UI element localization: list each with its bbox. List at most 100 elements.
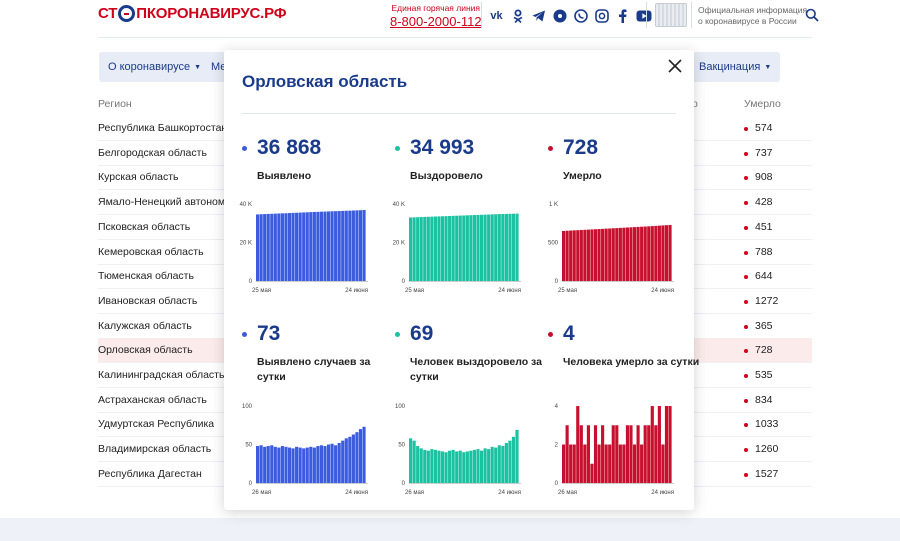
deaths-dot-icon xyxy=(744,127,748,131)
nav-about-dropdown[interactable]: О коронавирусе ▼ xyxy=(99,52,211,82)
chart-bar xyxy=(312,211,316,281)
chart-bar xyxy=(479,214,484,281)
chart-bar xyxy=(423,216,427,281)
chart-bar xyxy=(266,446,270,483)
stat-value: 4 xyxy=(563,322,575,345)
deaths-value: 1260 xyxy=(755,443,779,456)
nav-vaccination-dropdown[interactable]: Вакцинация ▼ xyxy=(690,52,781,82)
deaths-value: 834 xyxy=(755,393,773,406)
chart-bar xyxy=(490,446,494,483)
bar-chart: 40 K 20 K 0 25 мая 24 июня xyxy=(240,202,368,294)
chart-bar xyxy=(636,425,640,483)
chart-bar xyxy=(330,211,334,281)
chart-bar xyxy=(476,214,480,281)
chart-bar xyxy=(569,444,573,483)
ok-icon[interactable] xyxy=(509,7,526,24)
chart-bar xyxy=(640,444,644,483)
y-tick-label: 40 K xyxy=(393,202,405,208)
deaths-dot-icon xyxy=(744,349,748,354)
chart-bar xyxy=(277,447,281,483)
y-tick-label: 4 xyxy=(555,404,559,410)
stat-label: Выздоровело xyxy=(410,170,483,182)
chart-bar xyxy=(344,210,348,281)
chart-bar xyxy=(358,210,363,281)
y-tick-label: 0 xyxy=(402,481,406,487)
region-name: Астраханская область xyxy=(98,393,207,406)
chart-bar xyxy=(593,229,598,281)
chart-bar xyxy=(650,406,654,483)
chart-bar xyxy=(412,217,416,281)
viber-alt-icon[interactable] xyxy=(551,7,568,24)
chart-bar xyxy=(437,216,441,281)
site-logo[interactable]: СТ ПКОРОНАВИРУС.РФ xyxy=(98,5,287,22)
chart-bar xyxy=(362,426,366,483)
column-header-region[interactable]: Регион xyxy=(98,98,132,110)
chart-bar xyxy=(291,448,295,483)
chart-bar xyxy=(316,211,320,281)
chart-bar xyxy=(448,450,452,483)
x-tick-label: 26 мая xyxy=(405,490,424,496)
chart-bar xyxy=(483,448,487,483)
deaths-dot-icon xyxy=(744,176,748,181)
column-header-deaths[interactable]: Умерло xyxy=(744,98,781,110)
nav-measures-label: Ме xyxy=(211,61,227,73)
chart-bar xyxy=(409,217,413,281)
region-name: Курская область xyxy=(98,171,179,184)
chart-bar xyxy=(419,448,423,483)
logo-text-start: СТ xyxy=(98,5,118,22)
hotline-phone[interactable]: 8-800-2000-112 xyxy=(390,14,482,29)
deaths-dot-icon xyxy=(744,448,748,453)
chart-bar xyxy=(419,217,423,281)
chart-bar xyxy=(657,406,661,483)
chart-bar xyxy=(277,213,281,281)
deaths-value: 574 xyxy=(755,122,773,134)
viber-icon[interactable] xyxy=(572,7,589,24)
chart-bar xyxy=(504,213,508,281)
chart-bar xyxy=(565,425,569,483)
chart-bar xyxy=(476,449,480,483)
chart-bar xyxy=(416,217,420,281)
x-tick-label: 24 июня xyxy=(651,490,674,496)
header-divider xyxy=(691,2,692,28)
chart-bar xyxy=(565,230,569,281)
youtube-icon[interactable] xyxy=(635,7,652,24)
chart-bar xyxy=(326,444,331,483)
stat-label: Выявлено случаев за сутки xyxy=(257,356,371,383)
stop-sign-icon xyxy=(118,5,136,22)
telegram-icon[interactable] xyxy=(530,7,547,24)
chart-bar xyxy=(487,449,491,483)
region-name: Кемеровская область xyxy=(98,245,204,258)
stat-value: 728 xyxy=(563,136,599,159)
chart-bar xyxy=(309,212,313,281)
stat-label: Человек выздоровело за сутки xyxy=(410,356,542,383)
chart-bar xyxy=(455,451,459,483)
stat-value: 36 868 xyxy=(257,136,322,159)
chart-bar xyxy=(501,446,505,483)
chart-bar xyxy=(501,214,505,281)
chart-bar xyxy=(604,228,608,281)
y-tick-label: 0 xyxy=(555,279,559,285)
chart-bar xyxy=(455,215,459,281)
chart-bar xyxy=(650,226,654,281)
chart-bar xyxy=(344,438,348,483)
chart-bar xyxy=(572,444,576,483)
chart-bar xyxy=(433,449,437,483)
facebook-icon[interactable] xyxy=(614,7,631,24)
search-icon[interactable] xyxy=(805,8,819,22)
region-detail-modal: Орловская область 36 868 Выявлено 40 K 20 K… xyxy=(224,50,699,510)
chart-bar xyxy=(511,436,516,483)
chart-bar xyxy=(569,230,573,281)
x-tick-label: 25 мая xyxy=(558,288,577,294)
instagram-icon[interactable] xyxy=(593,7,610,24)
region-name: Владимирская область xyxy=(98,443,212,456)
chart-bar xyxy=(632,444,637,483)
stat-value: 69 xyxy=(410,322,434,345)
site-header: СТ ПКОРОНАВИРУС.РФ Единая горячая линия … xyxy=(0,0,900,34)
deaths-value: 365 xyxy=(755,319,773,332)
chart-bar xyxy=(358,429,363,483)
chart-bar xyxy=(334,211,338,281)
vk-icon[interactable]: vk xyxy=(490,9,503,22)
chart-bar xyxy=(341,210,345,281)
close-icon[interactable] xyxy=(667,58,683,74)
official-info-text[interactable]: Официальная информация о коронавирусе в … xyxy=(698,5,807,27)
